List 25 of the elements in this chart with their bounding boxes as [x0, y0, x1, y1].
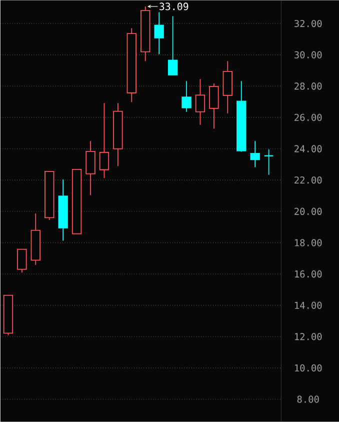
candlestick: [264, 148, 274, 176]
y-tick-label: 24.00: [294, 145, 322, 152]
y-tick-label: 8.00: [297, 396, 319, 403]
candlestick: [250, 140, 260, 168]
y-tick-label: 12.00: [294, 333, 322, 340]
y-tick-label: 22.00: [294, 176, 322, 184]
y-tick-label: 10.00: [294, 364, 322, 372]
candlestick: [222, 60, 232, 114]
y-tick-label: 14.00: [294, 302, 322, 309]
candlestick: [86, 140, 96, 196]
candlestick: [182, 80, 192, 112]
y-tick-label: 16.00: [294, 270, 322, 278]
y-tick-label: 28.00: [294, 82, 322, 90]
candlestick: [99, 102, 110, 178]
candlestick: [154, 12, 164, 55]
candlestick: [195, 78, 206, 126]
y-tick-label: 18.00: [294, 239, 322, 246]
y-tick-label: 20.00: [294, 208, 322, 215]
candlestick: [209, 83, 219, 130]
annotation: 33.09: [160, 2, 188, 10]
y-tick-label: 32.00: [294, 20, 322, 28]
candlestick: [17, 248, 27, 274]
y-tick-label: 26.00: [294, 114, 322, 122]
y-tick-label: 30.00: [294, 51, 322, 58]
candlestick: [168, 16, 178, 76]
